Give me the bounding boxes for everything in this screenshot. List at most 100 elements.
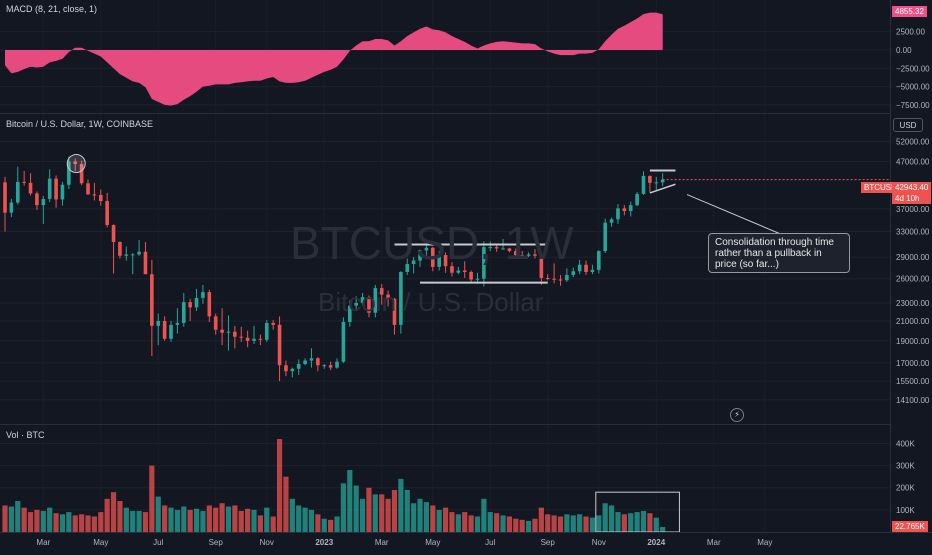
volume-bar [615, 512, 621, 532]
candle-body [379, 288, 384, 295]
volume-bar [117, 501, 123, 532]
candle-body [156, 321, 161, 326]
volume-bar [474, 516, 481, 532]
macd-title[interactable]: MACD (8, 21, close, 1) [6, 4, 98, 14]
time-tick-label: 2024 [647, 538, 665, 547]
time-tick-label: Nov [260, 538, 274, 547]
watermark-name: Bitcoin / U.S. Dollar [318, 287, 544, 317]
price-tick-label: 29000.00 [896, 253, 930, 262]
volume-bar [174, 509, 180, 532]
volume-bar [257, 515, 263, 532]
candle-body [360, 297, 365, 304]
candle-body [571, 271, 576, 275]
volume-bar [245, 508, 251, 532]
candle-body [86, 183, 90, 195]
volume-bar [455, 514, 461, 532]
volume-bar [577, 514, 583, 532]
volume-bar [264, 507, 270, 532]
price-tick-label: 33000.00 [896, 228, 930, 237]
price-tick-label: 23000.00 [896, 299, 930, 308]
macd-value-badge: 4855.32 [892, 6, 927, 17]
bar-countdown: 4d 10h [895, 194, 920, 203]
volume-bar [608, 505, 615, 532]
candle-body [469, 271, 473, 280]
candle-body [628, 205, 633, 212]
candle-body [252, 338, 256, 341]
candle-body [207, 292, 212, 317]
candle-body [47, 178, 52, 199]
candle-body [271, 322, 275, 325]
volume-bar [379, 494, 385, 532]
volume-bar [315, 514, 321, 532]
volume-bar [545, 514, 551, 532]
volume-bar [276, 439, 283, 532]
time-tick-label: Mar [36, 538, 50, 547]
candle-body [392, 298, 397, 325]
volume-bar [149, 465, 155, 532]
macd-tick-label: −2500.00 [896, 64, 930, 73]
volume-bar [187, 509, 193, 532]
volume-bar [98, 512, 104, 532]
currency-button[interactable]: USD [893, 118, 923, 132]
volume-bar [417, 498, 423, 532]
volume-bar [647, 513, 653, 532]
candle-body [590, 269, 595, 272]
price-tick-label: 14100.00 [896, 396, 930, 405]
price-tick-label: 47000.00 [896, 157, 930, 166]
volume-bar [130, 510, 136, 532]
candle-body [175, 322, 180, 325]
time-tick-label: Mar [707, 538, 721, 547]
price-tick-label: 15500.00 [896, 377, 930, 386]
candle-body [482, 247, 486, 279]
candle-body [92, 194, 97, 196]
candle-body [233, 331, 237, 337]
volume-bar [85, 515, 91, 532]
volume-bar [570, 515, 576, 532]
price-tick-label: 17000.00 [896, 359, 930, 368]
volume-bar [634, 512, 640, 532]
macd-tick-label: −7500.00 [896, 101, 930, 110]
volume-bar [500, 515, 506, 532]
volume-bar [21, 507, 27, 532]
replay-icon[interactable]: ⚡ [730, 408, 744, 422]
candle-body [9, 202, 14, 213]
candle-body [597, 251, 601, 270]
volume-bar [66, 512, 72, 532]
volume-bar [59, 514, 66, 532]
candle-body [169, 324, 173, 339]
symbol-badge[interactable]: BTCUSD [861, 182, 900, 193]
volume-bar [162, 505, 168, 532]
candle-body [603, 222, 607, 252]
time-tick-label: May [93, 538, 108, 547]
candle-body [143, 251, 148, 275]
volume-bar [442, 507, 449, 532]
macd-tick-label: 2500.00 [896, 28, 925, 37]
volume-title[interactable]: Vol · BTC [6, 430, 45, 440]
volume-bar [564, 514, 570, 532]
candle-body [354, 303, 358, 306]
volume-bar [353, 485, 359, 532]
volume-bar [513, 518, 519, 532]
time-tick-label: May [425, 538, 440, 547]
candle-body [660, 179, 665, 183]
candle-body [545, 277, 550, 279]
volume-bar [404, 489, 410, 532]
candle-body [296, 364, 301, 369]
volume-bar [142, 512, 149, 532]
price-tick-label: 21000.00 [896, 317, 930, 326]
price-title[interactable]: Bitcoin / U.S. Dollar, 1W, COINBASE [6, 119, 154, 129]
macd-area [5, 12, 663, 106]
grid-lines [0, 31, 890, 511]
annotation-callout[interactable]: Consolidation through time rather than a… [708, 233, 850, 273]
candle-body [411, 260, 416, 265]
candle-body [405, 264, 410, 272]
candle-body [98, 194, 103, 201]
time-tick-label: Jul [153, 538, 163, 547]
watermark-symbol: BTCUSD, 1W [290, 217, 574, 269]
volume-bar [462, 512, 468, 532]
volume-bar [660, 526, 666, 532]
candle-body [213, 316, 218, 330]
candle-body [654, 182, 659, 184]
volume-bar [519, 519, 525, 532]
